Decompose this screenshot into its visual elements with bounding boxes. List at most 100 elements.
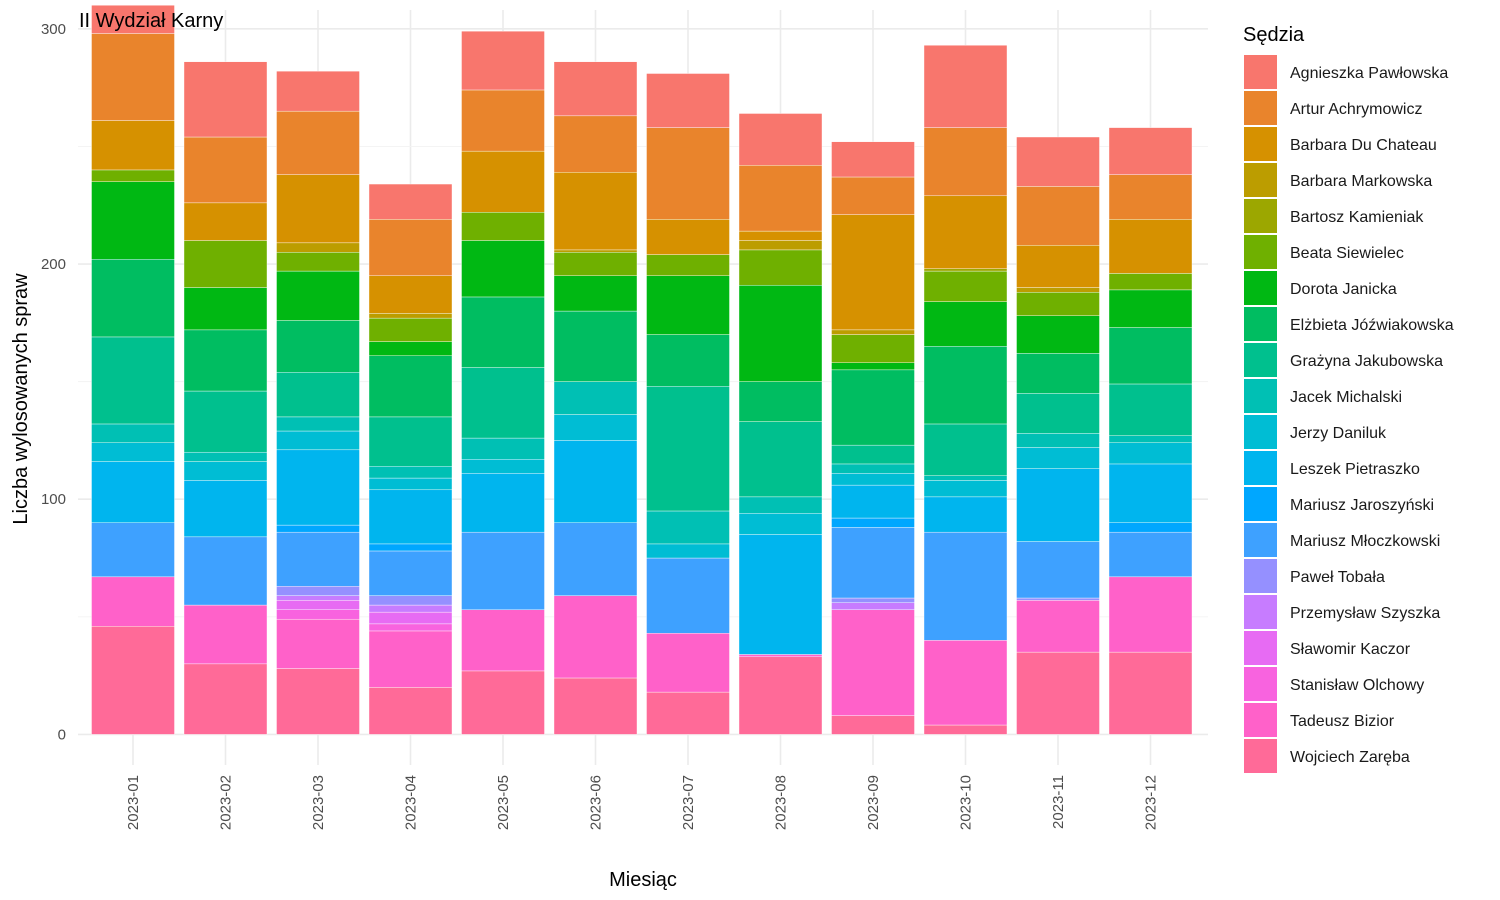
bar-segment [276,70,360,112]
bar-segment [91,120,175,171]
bar-segment [553,252,638,276]
bar-segment [1016,287,1100,293]
bar-segment [1016,433,1100,448]
bar-segment [1016,245,1100,288]
bar-segment [646,254,730,276]
bar-segment [646,633,730,693]
bar-segment [368,550,453,596]
bar-segment [1016,468,1100,542]
bar-segment [276,609,360,620]
bar-segment [923,724,1008,735]
bar-segment [923,475,1008,481]
bar-segment [461,437,545,460]
bar-segment [91,576,175,627]
bar-segment [831,527,915,599]
bar-segment [1016,600,1100,653]
bar-segment [738,381,823,422]
x-tick-label: 2023-06 [588,775,605,830]
bar-segment [91,5,175,34]
bar-segment [831,141,915,178]
bar-segment [923,301,1008,347]
bar-segment [923,268,1008,272]
bar-segment [738,284,823,382]
bar-segment [738,496,823,514]
bar-segment [738,534,823,655]
bar-segment [276,524,360,533]
bar-segment [738,656,823,735]
bar-segment [368,604,453,613]
bar-segment [831,369,915,446]
bar-segment [91,461,175,523]
legend: Sędzia Agnieszka Pawłowska Artur Achrymow… [1243,24,1454,773]
y-axis-title: Liczba wylosowanych spraw [10,273,32,525]
bar-segment [831,609,915,716]
legend-label: Dorota Janicka [1290,281,1397,298]
legend-label: Tadeusz Bizior [1290,713,1395,730]
bar-segment [368,275,453,314]
bar-segment [646,543,730,559]
bar-segment [923,45,1008,128]
legend-key [1244,235,1277,269]
legend-key [1244,199,1277,233]
bar-segment [368,489,453,545]
bar-segment [461,30,545,91]
bar-segment [183,240,268,288]
bar-segment [553,677,638,735]
bar-segment [1108,442,1193,465]
bar-segment [831,334,915,364]
bar-segment [461,212,545,241]
bar-segment [923,195,1008,269]
legend-key [1244,55,1277,89]
bar-segment [1108,463,1193,523]
bar-segment [276,586,360,596]
bar-segment [368,313,453,319]
bar-segment [738,654,823,658]
bar-segment [923,480,1008,498]
bar-segment [1016,315,1100,354]
bar-segment [276,618,360,669]
bar-segment [1016,447,1100,469]
bar-segment [91,442,175,462]
x-axis-title: Miesiąc [609,869,677,891]
legend-key [1244,127,1277,161]
bar-segment [1016,541,1100,599]
x-tick-label: 2023-11 [1050,775,1067,829]
x-tick-label: 2023-07 [680,775,697,830]
bar-segment [553,414,638,441]
bar-segment [831,473,915,486]
bar-segment [368,355,453,418]
bar-segment [368,595,453,606]
bar-segment [553,522,638,596]
legend-label: Agnieszka Pawłowska [1290,65,1448,82]
bar-segment [368,341,453,356]
y-tick-label: 300 [41,21,66,38]
bar-segment [461,473,545,533]
bar-segment [923,496,1008,533]
bar-segment [831,444,915,465]
bar-segment [1016,393,1100,434]
bar-segment [183,136,268,204]
bar-segment [1108,127,1193,175]
legend-key [1244,271,1277,305]
y-tick-label: 100 [41,491,66,508]
bar-segment [646,73,730,128]
bar-segment [183,329,268,392]
bar-segment [276,242,360,253]
bar-segment [91,169,175,182]
bar-segment [368,623,453,632]
bar-segment [276,430,360,451]
bar-segment [923,127,1008,197]
bar-segment [91,259,175,338]
bar-segment [276,270,360,321]
bar-segment [183,451,268,462]
bar-segment [276,600,360,610]
x-tick-label: 2023-09 [865,775,882,830]
bar-segment [831,463,915,474]
bar-segment [1108,522,1193,533]
bar-segment [1108,651,1193,735]
x-axis-ticks: 2023-01 2023-02 2023-03 2023-04 2023-05 2023-… [125,775,1160,830]
legend-key [1244,307,1277,341]
bar-segment [553,172,638,251]
